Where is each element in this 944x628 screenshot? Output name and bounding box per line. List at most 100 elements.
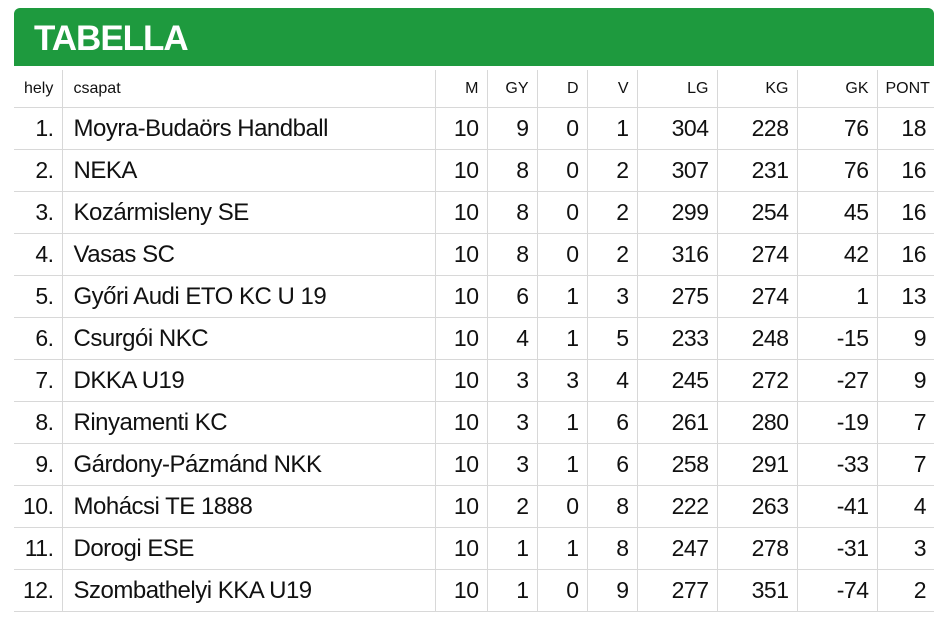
standings-table: hely csapat M GY D V LG KG GK PONT 1. Moyra-Budaör… [14, 70, 934, 612]
table-cell: 3 [876, 527, 934, 570]
column-header: GK [796, 70, 877, 108]
header-row: hely csapat M GY D V LG KG GK PONT [14, 70, 934, 108]
table-cell: 9. [14, 443, 62, 486]
table-cell: 4. [14, 233, 62, 276]
table-cell: 316 [636, 233, 717, 276]
table-cell: 0 [536, 149, 587, 192]
table-cell: 10 [434, 317, 487, 360]
table-cell: 3. [14, 191, 62, 234]
table-cell: 4 [486, 317, 537, 360]
table-cell: 10 [434, 485, 487, 528]
table-cell: 307 [636, 149, 717, 192]
table-cell: 248 [716, 317, 797, 360]
table-row: 11. Dorogi ESE 10 1 1 8 247 278 -31 3 [14, 527, 934, 570]
column-header: hely [14, 70, 62, 108]
table-cell: 0 [536, 233, 587, 276]
table-cell: 277 [636, 569, 717, 612]
table-cell: 1 [586, 107, 637, 150]
table-cell: 1 [536, 401, 587, 444]
table-cell: 10 [434, 149, 487, 192]
title-banner: TABELLA [14, 8, 934, 66]
table-cell: 42 [796, 233, 877, 276]
table-cell: 9 [586, 569, 637, 612]
table-cell: -15 [796, 317, 877, 360]
table-cell: 7 [876, 443, 934, 486]
table-cell: 10 [434, 191, 487, 234]
table-cell: 18 [876, 107, 934, 150]
table-cell: 0 [536, 569, 587, 612]
table-cell: 1 [536, 317, 587, 360]
table-cell: 10 [434, 359, 487, 402]
table-cell: -74 [796, 569, 877, 612]
table-cell: 10 [434, 107, 487, 150]
table-cell: 9 [876, 359, 934, 402]
team-name: Vasas SC [61, 233, 435, 276]
table-row: 2. NEKA 10 8 0 2 307 231 76 16 [14, 149, 934, 192]
table-cell: 4 [586, 359, 637, 402]
table-cell: 16 [876, 191, 934, 234]
table-cell: 16 [876, 149, 934, 192]
table-row: 7. DKKA U19 10 3 3 4 245 272 -27 9 [14, 359, 934, 402]
table-cell: 6 [586, 443, 637, 486]
table-cell: 2 [586, 233, 637, 276]
table-cell: -41 [796, 485, 877, 528]
column-header: KG [716, 70, 797, 108]
column-header: GY [486, 70, 537, 108]
team-name: Kozármisleny SE [61, 191, 435, 234]
table-cell: 2 [876, 569, 934, 612]
table-cell: 12. [14, 569, 62, 612]
table-cell: 10 [434, 569, 487, 612]
column-header: D [536, 70, 587, 108]
table-cell: 3 [536, 359, 587, 402]
table-cell: 8 [486, 233, 537, 276]
table-cell: 0 [536, 191, 587, 234]
table-cell: 6 [486, 275, 537, 318]
table-row: 8. Rinyamenti KC 10 3 1 6 261 280 -19 7 [14, 401, 934, 444]
table-row: 5. Győri Audi ETO KC U 19 10 6 1 3 275 274 1 13 [14, 275, 934, 318]
table-cell: 1 [536, 275, 587, 318]
team-name: Moyra-Budaörs Handball [61, 107, 435, 150]
table-cell: 9 [486, 107, 537, 150]
table-cell: 291 [716, 443, 797, 486]
table-cell: 10. [14, 485, 62, 528]
table-cell: 0 [536, 485, 587, 528]
table-cell: 8. [14, 401, 62, 444]
table-cell: 6. [14, 317, 62, 360]
table-cell: 9 [876, 317, 934, 360]
table-cell: 76 [796, 107, 877, 150]
table-cell: 222 [636, 485, 717, 528]
table-cell: 231 [716, 149, 797, 192]
table-cell: 304 [636, 107, 717, 150]
table-cell: -19 [796, 401, 877, 444]
column-header: PONT [876, 70, 934, 108]
table-cell: 76 [796, 149, 877, 192]
table-cell: 7 [876, 401, 934, 444]
table-cell: 233 [636, 317, 717, 360]
table-cell: 280 [716, 401, 797, 444]
table-cell: 1 [486, 569, 537, 612]
table-cell: 2 [586, 191, 637, 234]
table-row: 9. Gárdony-Pázmánd NKK 10 3 1 6 258 291 -33 7 [14, 443, 934, 486]
team-name: Csurgói NKC [61, 317, 435, 360]
column-header: M [434, 70, 487, 108]
table-cell: 299 [636, 191, 717, 234]
table-cell: 258 [636, 443, 717, 486]
table-cell: 3 [486, 359, 537, 402]
table-cell: 274 [716, 233, 797, 276]
team-name: Mohácsi TE 1888 [61, 485, 435, 528]
table-cell: 6 [586, 401, 637, 444]
table-row: 6. Csurgói NKC 10 4 1 5 233 248 -15 9 [14, 317, 934, 360]
table-cell: 3 [486, 443, 537, 486]
table-cell: 1 [536, 443, 587, 486]
table-cell: 10 [434, 275, 487, 318]
table-cell: 254 [716, 191, 797, 234]
table-cell: 1 [486, 527, 537, 570]
table-cell: 1. [14, 107, 62, 150]
column-header: csapat [61, 70, 435, 108]
table-cell: 278 [716, 527, 797, 570]
table-cell: 10 [434, 527, 487, 570]
table-cell: 2. [14, 149, 62, 192]
table-cell: 263 [716, 485, 797, 528]
table-cell: 0 [536, 107, 587, 150]
